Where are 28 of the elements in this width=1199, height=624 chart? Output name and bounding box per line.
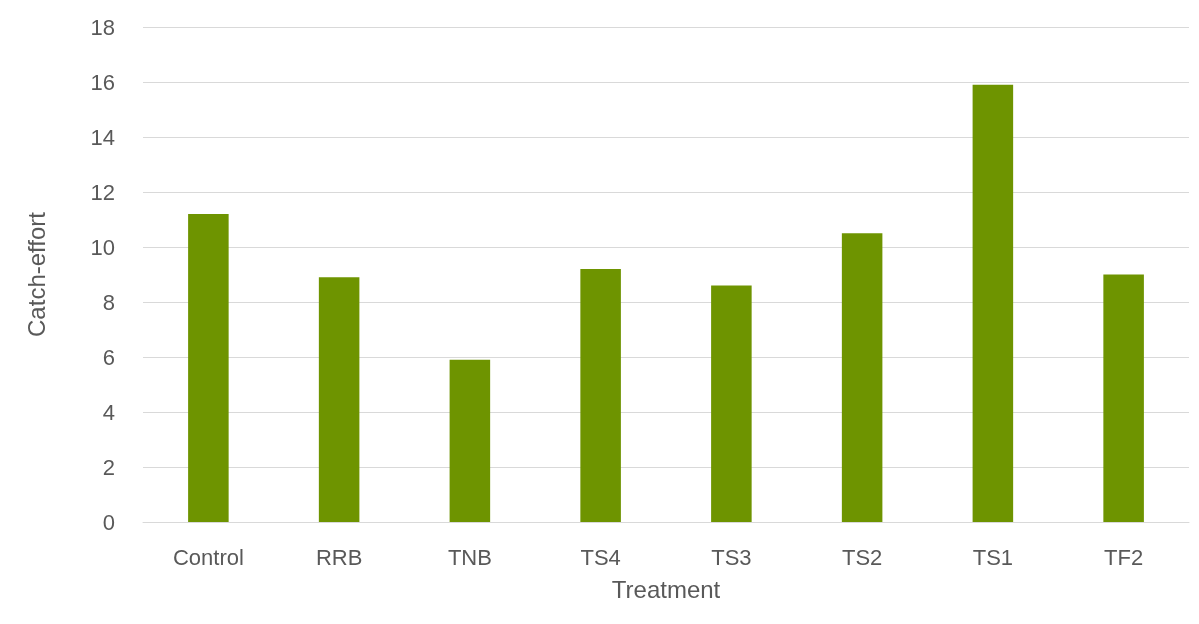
- x-tick-label: RRB: [315, 544, 363, 570]
- bar: [1103, 274, 1144, 522]
- x-tick-label: TS3: [711, 544, 752, 570]
- bar: [580, 269, 621, 522]
- bar: [841, 233, 883, 522]
- y-tick-label: 6: [102, 344, 115, 370]
- y-tick-label: 2: [102, 454, 115, 480]
- x-tick-label: TS1: [972, 544, 1014, 570]
- bar: [449, 359, 491, 522]
- bar: [188, 214, 229, 522]
- y-tick-label: 10: [90, 234, 115, 260]
- x-tick-label: Control: [172, 544, 244, 570]
- y-tick-label: 4: [102, 399, 115, 425]
- y-tick-label: 0: [102, 509, 115, 535]
- x-axis-title: Treatment: [611, 575, 721, 603]
- bar: [318, 277, 360, 522]
- bar: [972, 84, 1014, 522]
- y-tick-label: 16: [90, 69, 115, 95]
- y-tick-label: 12: [90, 179, 115, 205]
- x-tick-label: TS2: [841, 544, 883, 570]
- y-tick-label: 8: [102, 289, 115, 315]
- y-tick-label: 14: [90, 124, 115, 150]
- y-tick-label: 18: [90, 14, 115, 40]
- x-tick-label: TS4: [580, 544, 621, 570]
- bar: [711, 285, 752, 522]
- x-tick-label: TF2: [1104, 544, 1144, 570]
- y-axis-title: Catch-effort: [22, 211, 50, 337]
- x-tick-label: TNB: [447, 544, 492, 570]
